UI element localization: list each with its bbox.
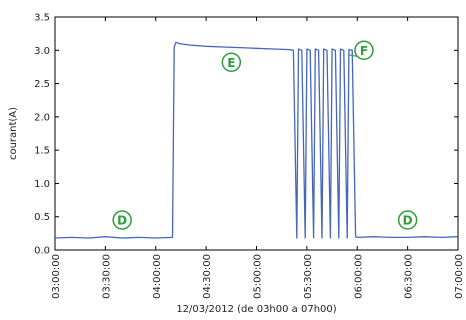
x-axis: 03:00:00 03:30:00 04:00:00 04:30:00 05:00:00… — [51, 17, 465, 299]
x-tick-label: 06:00:00 — [353, 254, 364, 299]
x-tick-label: 04:00:00 — [152, 254, 163, 299]
annotation-label: D — [403, 214, 413, 228]
x-tick-label: 03:00:00 — [51, 254, 62, 299]
y-tick-label: 3.5 — [34, 13, 50, 24]
annotation-circle — [221, 52, 242, 73]
x-tick-label: 06:30:00 — [404, 254, 415, 299]
x-axis-label: 12/03/2012 (de 03h00 a 07h00) — [176, 304, 336, 315]
y-axis-label: courant(A) — [8, 107, 19, 160]
y-tick-label: 3.0 — [34, 46, 50, 57]
y-tick-label: 0.0 — [34, 246, 50, 257]
x-tick-label: 03:30:00 — [101, 254, 112, 299]
annotation-circle — [112, 210, 132, 230]
annotation-label: F — [360, 44, 368, 58]
x-tick-label: 04:30:00 — [202, 254, 213, 299]
y-tick-label: 2.0 — [34, 112, 50, 123]
x-tick-label: 05:00:00 — [253, 254, 264, 299]
annotation-f-2: F — [354, 40, 374, 61]
y-tick-label: 1.5 — [34, 146, 50, 157]
annotation-d-0: D — [112, 210, 132, 230]
annotation-d-3: D — [397, 210, 418, 230]
annotation-circle — [397, 210, 418, 230]
x-tick-label: 05:30:00 — [303, 254, 314, 299]
annotation-label: D — [117, 214, 127, 228]
annotation-label: E — [227, 56, 235, 70]
y-tick-label: 1.0 — [34, 179, 50, 190]
y-tick-label: 2.5 — [34, 79, 50, 90]
y-axis: 0.0 0.5 1.0 1.5 2.0 2.5 3.0 3.5 — [34, 13, 458, 257]
annotation-f-leader — [348, 54, 358, 57]
series-line-0 — [54, 41, 459, 239]
series-group — [54, 41, 459, 239]
annotation-circle — [354, 40, 374, 61]
annotation-e-1: E — [221, 52, 242, 73]
x-tick-label: 07:00:00 — [454, 254, 465, 299]
annotations: D E F D — [112, 40, 418, 230]
y-tick-label: 0.5 — [34, 212, 50, 223]
